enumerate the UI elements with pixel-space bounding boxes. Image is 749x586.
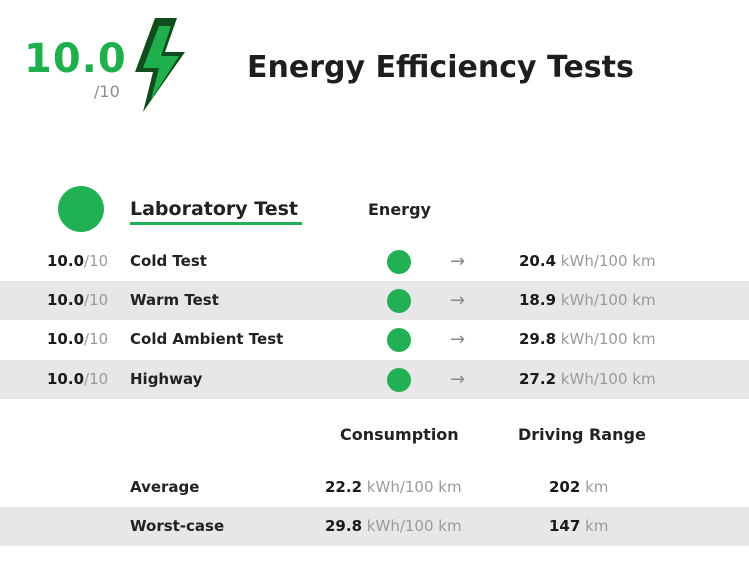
test-status-dot	[387, 368, 411, 392]
overall-score-denominator: /10	[94, 82, 120, 101]
test-row: 10.0/10 Warm Test → 18.9 kWh/100 km	[0, 281, 749, 320]
test-value: 18.9 kWh/100 km	[519, 291, 656, 309]
test-row: 10.0/10 Cold Ambient Test → 29.8 kWh/100…	[0, 320, 749, 359]
test-name: Highway	[130, 370, 203, 388]
test-status-dot	[387, 250, 411, 274]
consumption-column-header: Consumption	[340, 425, 459, 444]
arrow-right-icon: →	[450, 290, 466, 311]
lab-title-underline	[130, 222, 302, 225]
arrow-right-icon: →	[450, 251, 466, 272]
summary-label: Worst-case	[130, 517, 225, 535]
test-row: 10.0/10 Cold Test → 20.4 kWh/100 km	[0, 242, 749, 281]
test-status-dot	[387, 328, 411, 352]
lightning-bolt-icon	[135, 18, 185, 112]
summary-consumption: 22.2 kWh/100 km	[325, 478, 462, 496]
test-status-dot	[387, 289, 411, 313]
arrow-right-icon: →	[450, 369, 466, 390]
test-row: 10.0/10 Highway → 27.2 kWh/100 km	[0, 360, 749, 399]
test-name: Warm Test	[130, 291, 219, 309]
test-rating: 10.0/10	[47, 330, 109, 348]
test-name: Cold Test	[130, 252, 207, 270]
test-rating: 10.0/10	[47, 252, 109, 270]
test-value: 20.4 kWh/100 km	[519, 252, 656, 270]
test-rating: 10.0/10	[47, 291, 109, 309]
page-title: Energy Efficiency Tests	[247, 50, 634, 85]
summary-range: 202 km	[549, 478, 609, 496]
summary-range: 147 km	[549, 517, 609, 535]
arrow-right-icon: →	[450, 329, 466, 350]
summary-consumption: 29.8 kWh/100 km	[325, 517, 462, 535]
overall-score: 10.0	[24, 36, 127, 82]
lab-status-dot	[58, 186, 104, 232]
lab-test-title: Laboratory Test	[130, 198, 298, 220]
test-rating: 10.0/10	[47, 370, 109, 388]
summary-row: Average 22.2 kWh/100 km 202 km	[0, 468, 749, 507]
driving-range-column-header: Driving Range	[518, 425, 646, 444]
test-name: Cold Ambient Test	[130, 330, 284, 348]
summary-row: Worst-case 29.8 kWh/100 km 147 km	[0, 507, 749, 546]
energy-column-header: Energy	[368, 200, 431, 219]
test-value: 29.8 kWh/100 km	[519, 330, 656, 348]
test-value: 27.2 kWh/100 km	[519, 370, 656, 388]
summary-label: Average	[130, 478, 200, 496]
